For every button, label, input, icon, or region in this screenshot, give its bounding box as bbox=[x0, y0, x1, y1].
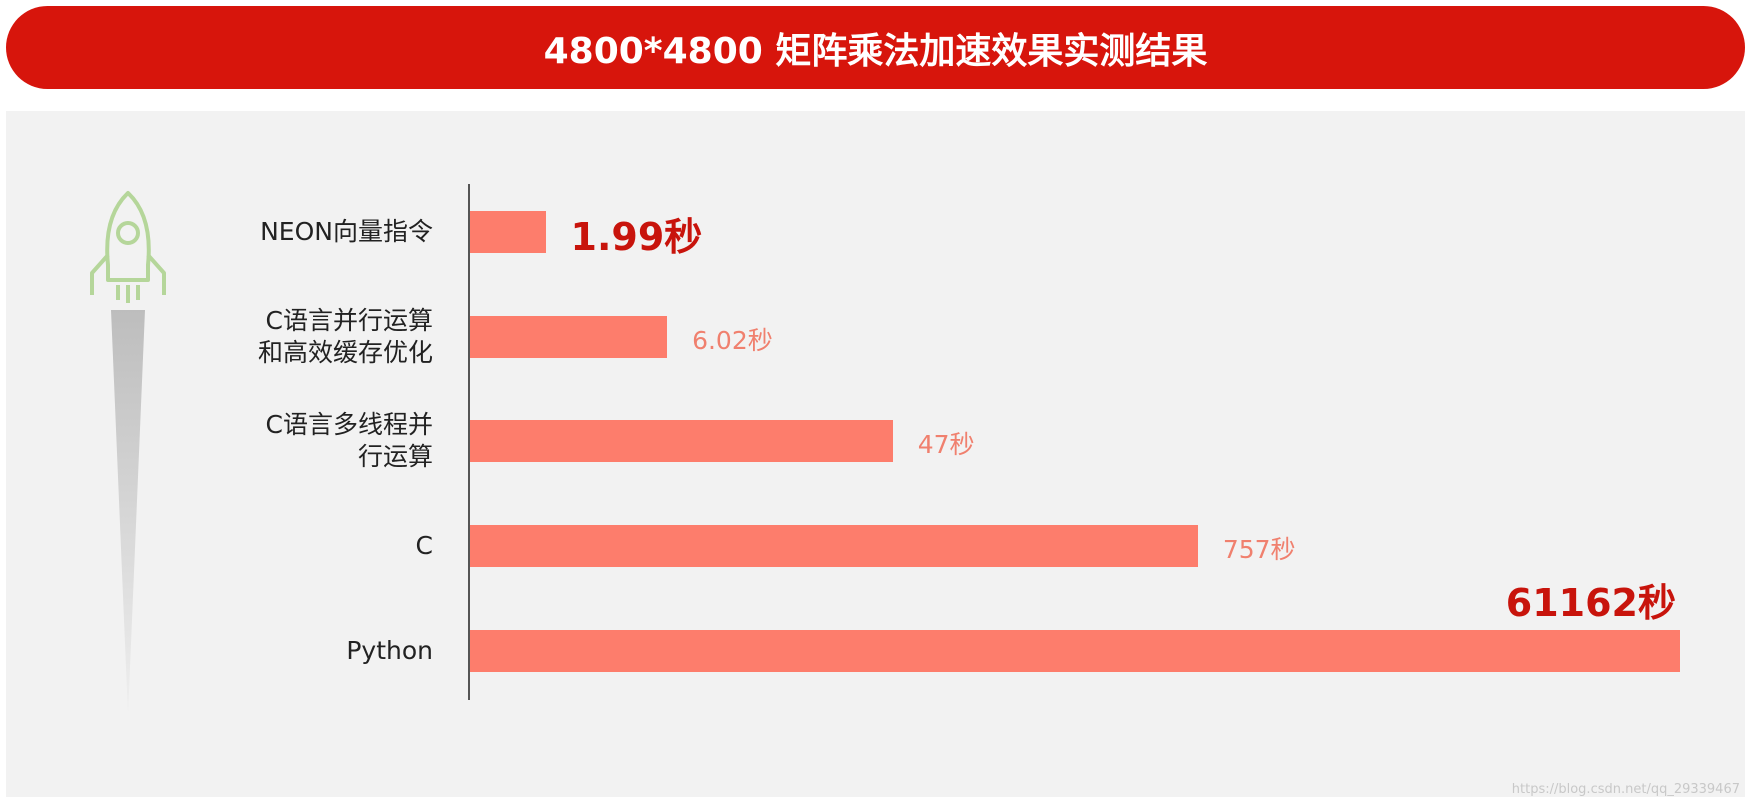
category-label: C语言多线程并 行运算 bbox=[265, 410, 433, 472]
category-label: NEON向量指令 bbox=[260, 217, 433, 246]
bar bbox=[470, 629, 1680, 672]
value-axis-line bbox=[468, 184, 470, 700]
bar bbox=[470, 315, 668, 358]
chart-title: 4800*4800 矩阵乘法加速效果实测结果 bbox=[543, 30, 1208, 72]
bar bbox=[470, 525, 1198, 568]
rocket-icon bbox=[90, 191, 166, 715]
bar bbox=[470, 211, 546, 253]
watermark: https://blog.csdn.net/qq_29339467 bbox=[1511, 782, 1740, 797]
title-banner: 4800*4800 矩阵乘法加速效果实测结果 bbox=[6, 6, 1745, 89]
category-label: C bbox=[415, 531, 433, 561]
value-label: 1.99秒 bbox=[570, 215, 703, 259]
bar bbox=[470, 420, 893, 463]
category-label: C语言并行运算 和高效缓存优化 bbox=[257, 305, 433, 367]
value-label: 61162秒 bbox=[1505, 580, 1676, 625]
value-label: 6.02秒 bbox=[692, 325, 773, 355]
value-label: 757秒 bbox=[1222, 535, 1296, 565]
value-label: 47秒 bbox=[917, 430, 975, 460]
category-label: Python bbox=[346, 635, 433, 665]
